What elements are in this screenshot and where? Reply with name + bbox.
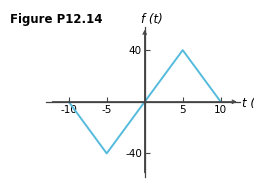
Text: f (t): f (t) (141, 13, 163, 26)
Text: Figure P12.14: Figure P12.14 (10, 13, 102, 26)
Text: t (s): t (s) (241, 97, 254, 110)
